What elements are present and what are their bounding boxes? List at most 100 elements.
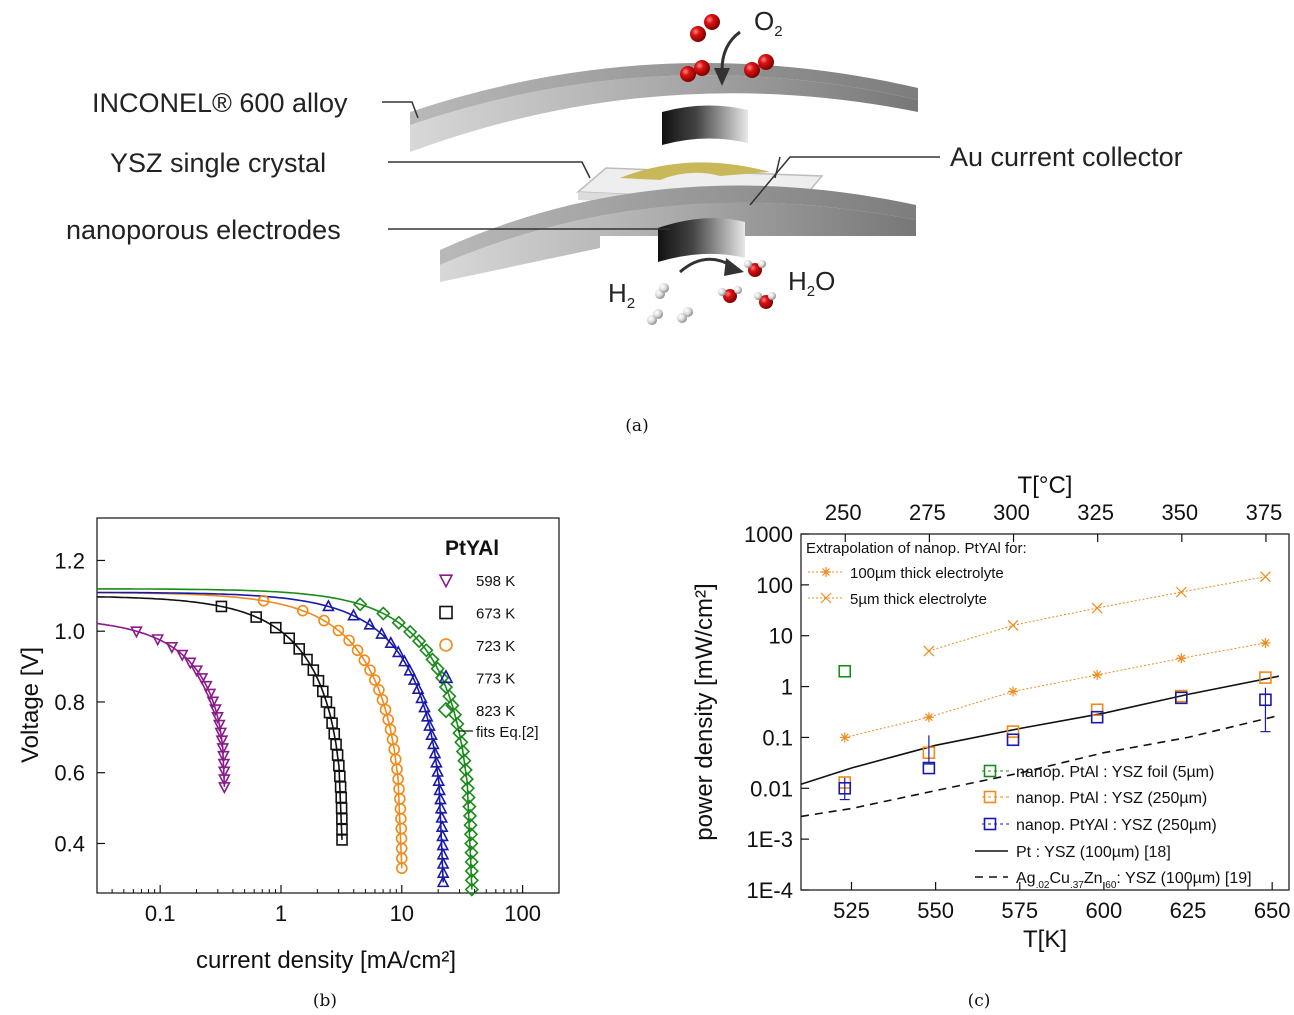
data-point-723-K bbox=[296, 604, 309, 617]
fit-legend-label: fits Eq.[2] bbox=[476, 724, 539, 741]
data-point-773-K bbox=[436, 865, 450, 878]
data-point-823-K bbox=[430, 661, 445, 676]
data-point-823-K bbox=[460, 781, 475, 796]
hydrogen-molecules bbox=[647, 283, 693, 325]
data-point-773-K bbox=[436, 829, 449, 842]
data-point-598-K bbox=[183, 657, 197, 670]
y-tick-label-b: 0.4 bbox=[54, 831, 85, 856]
x-tick-label-b: 10 bbox=[390, 901, 414, 926]
x-tick-label-b: 0.1 bbox=[145, 901, 176, 926]
data-point-773-K bbox=[407, 672, 421, 685]
x-tick-label-b: 100 bbox=[504, 901, 541, 926]
data-point-773-K bbox=[434, 801, 448, 814]
data-point-673-K bbox=[270, 621, 282, 634]
extrapolation-point-0 bbox=[839, 732, 850, 743]
o2-flow-arrow bbox=[720, 30, 741, 71]
data-point-673-K bbox=[283, 632, 296, 645]
data-point-823-K bbox=[464, 836, 479, 851]
reference-line-4 bbox=[800, 714, 1280, 818]
label-h2: H2 bbox=[608, 278, 635, 312]
data-point-823-K bbox=[458, 762, 473, 778]
data-point-673-K bbox=[215, 600, 228, 613]
data-point-773-K bbox=[418, 700, 431, 713]
data-point-673-K bbox=[250, 611, 262, 623]
x2label-c: T[°C] bbox=[1018, 472, 1073, 499]
data-point-823-K bbox=[464, 845, 479, 860]
data-point-823-K bbox=[464, 882, 479, 897]
fit-curve-673-K bbox=[96, 596, 343, 840]
fit-curve-823-K bbox=[97, 588, 473, 890]
extrapolation-title: Extrapolation of nanop. PtYAl for: bbox=[806, 540, 1027, 557]
y-tick-label-b: 1.2 bbox=[54, 548, 85, 573]
data-point-773-K bbox=[434, 792, 447, 805]
extrapolation-point-1 bbox=[923, 645, 935, 657]
legend-marker-823-K bbox=[437, 701, 455, 719]
data-point-series-0 bbox=[838, 664, 852, 678]
data-point-723-K bbox=[257, 594, 270, 607]
data-point-723-K bbox=[343, 634, 355, 647]
data-point-773-K bbox=[435, 819, 449, 832]
extrapolation-line-0 bbox=[844, 642, 1266, 738]
reference-line-3 bbox=[800, 675, 1280, 786]
data-point-773-K bbox=[431, 764, 444, 777]
caption-b: (b) bbox=[313, 991, 337, 1011]
x-tick-label-c: 575 bbox=[1001, 898, 1038, 923]
data-point-773-K bbox=[436, 838, 450, 851]
data-point-773-K bbox=[375, 626, 388, 639]
data-point-823-K bbox=[461, 790, 476, 805]
legend-label-823-K: 823 K bbox=[476, 703, 515, 720]
data-point-773-K bbox=[411, 682, 425, 695]
data-point-723-K bbox=[351, 644, 364, 657]
data-point-723-K bbox=[373, 684, 385, 696]
caption-c: (c) bbox=[968, 991, 991, 1011]
data-point-673-K bbox=[301, 653, 313, 666]
x2-tick-label-c: 250 bbox=[825, 500, 862, 525]
data-point-598-K bbox=[190, 665, 204, 678]
data-point-773-K bbox=[322, 599, 335, 612]
legend-label-4: Ag.02Cu.37Zn.60: YSZ (100µm) [19] bbox=[1016, 870, 1252, 891]
cell-schematic: INCONEL® 600 alloy YSZ single crystal na… bbox=[66, 6, 1183, 436]
inconel-bottom-plate bbox=[440, 185, 916, 282]
legend-title-b: PtYAl bbox=[445, 537, 499, 560]
data-point-598-K bbox=[203, 688, 217, 701]
y-tick-label-b: 1.0 bbox=[54, 619, 85, 644]
o2-arrowhead bbox=[714, 68, 730, 86]
data-point-723-K bbox=[358, 654, 371, 667]
data-point-823-K bbox=[455, 744, 471, 759]
data-point-723-K bbox=[332, 624, 345, 637]
label-h2o: H2O bbox=[788, 266, 835, 300]
legend-label-673-K: 673 K bbox=[476, 606, 515, 623]
data-point-773-K bbox=[436, 856, 450, 869]
data-point-823-K bbox=[454, 735, 469, 750]
data-point-598-K bbox=[199, 680, 213, 693]
legend-label-2: nanop. PtYAl : YSZ (250µm) bbox=[1016, 817, 1217, 834]
legend-label-723-K: 723 K bbox=[476, 638, 515, 655]
data-point-723-K bbox=[395, 822, 408, 835]
data-point-series-2 bbox=[1090, 710, 1104, 724]
data-point-823-K bbox=[352, 597, 368, 612]
y-tick-label-c: 100 bbox=[756, 573, 793, 598]
y-tick-label-c: 1E-4 bbox=[747, 878, 793, 903]
water-molecules bbox=[718, 260, 776, 309]
ylabel-b: Voltage [V] bbox=[17, 647, 44, 763]
extrapolation-point-1 bbox=[1260, 571, 1271, 583]
data-point-598-K bbox=[175, 649, 189, 662]
data-point-773-K bbox=[436, 847, 450, 860]
y-tick-label-c: 10 bbox=[769, 624, 793, 649]
data-point-773-K bbox=[363, 617, 377, 630]
legend-marker-598-K bbox=[438, 574, 454, 589]
legend-label-0: nanop. PtAl : YSZ foil (5µm) bbox=[1016, 764, 1214, 781]
leader-au-2 bbox=[774, 156, 781, 179]
data-point-series-2 bbox=[1006, 733, 1020, 747]
inconel-top-plate bbox=[410, 63, 918, 152]
extrapolation-line-1 bbox=[928, 576, 1266, 652]
data-point-598-K bbox=[209, 704, 222, 717]
label-ysz: YSZ single crystal bbox=[110, 148, 326, 178]
data-point-723-K bbox=[395, 832, 408, 845]
data-point-723-K bbox=[364, 664, 376, 676]
x2-tick-label-c: 375 bbox=[1246, 500, 1283, 525]
label-au-collector: Au current collector bbox=[950, 142, 1183, 172]
data-point-823-K bbox=[376, 606, 391, 621]
extrapolation-legend-marker-0 bbox=[821, 567, 831, 577]
data-point-673-K bbox=[307, 664, 320, 676]
